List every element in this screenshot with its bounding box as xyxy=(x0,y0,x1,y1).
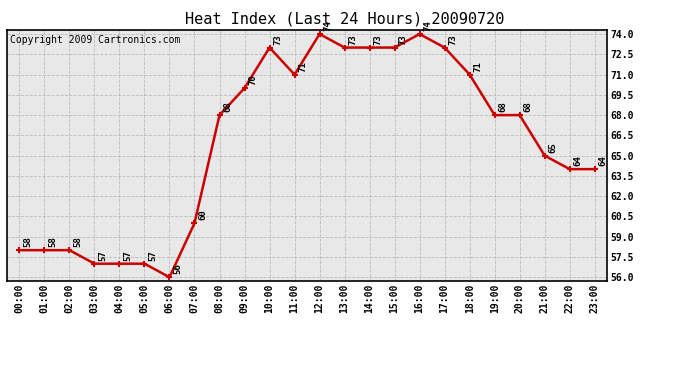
Text: 64: 64 xyxy=(574,156,583,166)
Text: 73: 73 xyxy=(399,34,408,45)
Text: 58: 58 xyxy=(74,237,83,248)
Text: 73: 73 xyxy=(448,34,457,45)
Text: 57: 57 xyxy=(99,250,108,261)
Text: 71: 71 xyxy=(474,61,483,72)
Text: 68: 68 xyxy=(224,102,233,112)
Text: 58: 58 xyxy=(23,237,32,248)
Text: 56: 56 xyxy=(174,264,183,274)
Text: 60: 60 xyxy=(199,210,208,220)
Text: 70: 70 xyxy=(248,75,257,85)
Text: 73: 73 xyxy=(274,34,283,45)
Text: 57: 57 xyxy=(124,250,132,261)
Text: 73: 73 xyxy=(348,34,357,45)
Text: Heat Index (Last 24 Hours) 20090720: Heat Index (Last 24 Hours) 20090720 xyxy=(186,11,504,26)
Text: 64: 64 xyxy=(599,156,608,166)
Text: 68: 68 xyxy=(524,102,533,112)
Text: 71: 71 xyxy=(299,61,308,72)
Text: 57: 57 xyxy=(148,250,157,261)
Text: 74: 74 xyxy=(424,21,433,31)
Text: 65: 65 xyxy=(549,142,558,153)
Text: 68: 68 xyxy=(499,102,508,112)
Text: Copyright 2009 Cartronics.com: Copyright 2009 Cartronics.com xyxy=(10,35,180,45)
Text: 58: 58 xyxy=(48,237,57,248)
Text: 73: 73 xyxy=(374,34,383,45)
Text: 74: 74 xyxy=(324,21,333,31)
